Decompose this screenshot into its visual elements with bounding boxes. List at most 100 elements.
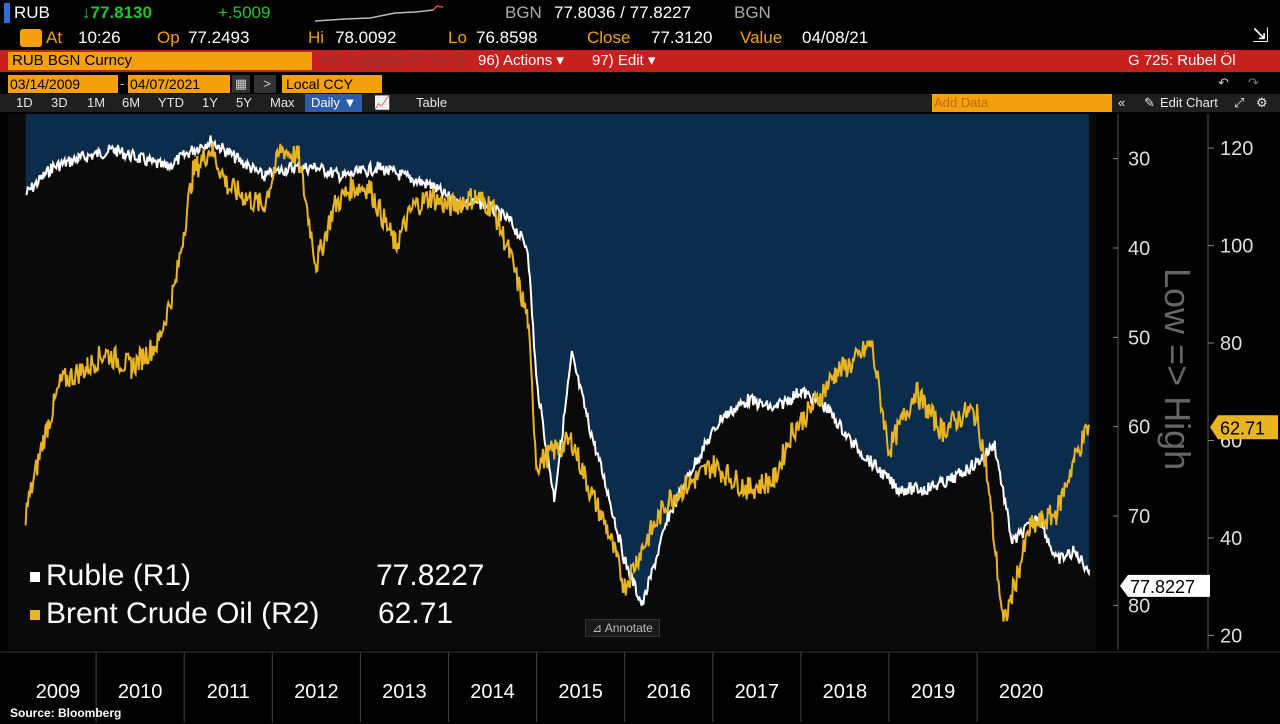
period-1m[interactable]: 1M bbox=[87, 95, 106, 110]
lo-label: Lo bbox=[448, 28, 467, 47]
inner-tick-label: 50 bbox=[1128, 327, 1150, 349]
ruble-last-tag bbox=[1120, 574, 1210, 597]
ruble-line bbox=[25, 135, 1090, 607]
command-bar: RUB BGN Curncy 94) Suggested Charts 96) … bbox=[0, 50, 1280, 72]
actions-menu[interactable]: 96) Actions ▾ bbox=[478, 52, 564, 69]
period-toolbar: 1D 3D 1M 6M YTD 1Y 5Y Max Daily ▼ 📈 Tabl… bbox=[0, 94, 1280, 112]
line-chart-icon[interactable]: 📈 bbox=[374, 95, 391, 110]
gauge-icon[interactable] bbox=[20, 29, 42, 47]
chart-name: G 725: Rubel Öl bbox=[1128, 52, 1236, 69]
inner-tick-label: 60 bbox=[1128, 417, 1150, 439]
legend-swatch-ruble bbox=[30, 572, 40, 583]
chart: 2009 2010 2011 2012 2013 2014 2015 2016 2017 2018… bbox=[0, 114, 1280, 722]
outer-tick-label: 20 bbox=[1220, 625, 1242, 647]
collapse-icon[interactable]: « bbox=[1118, 95, 1126, 110]
expand-icon[interactable]: ⤢ bbox=[1234, 95, 1245, 110]
x-tick-label: 2014 bbox=[470, 681, 515, 703]
at-label: At bbox=[46, 28, 63, 47]
ticker: RUB bbox=[14, 3, 50, 22]
period-1d[interactable]: 1D bbox=[16, 95, 33, 110]
oil-last-tag bbox=[1210, 415, 1278, 440]
pencil-icon[interactable]: ✎ bbox=[1144, 95, 1155, 110]
oil-last-tag-label: 62.71 bbox=[1220, 418, 1265, 438]
bgn-label: BGN bbox=[505, 3, 542, 22]
op-value: 77.2493 bbox=[188, 28, 250, 47]
date-bar: 03/14/2009 - 04/07/2021 ▦ < > Local CCY … bbox=[0, 74, 1280, 94]
inner-tick-label: 30 bbox=[1128, 149, 1150, 171]
session-line: At 10:26 Op 77.2493 Hi 78.0092 Lo 76.859… bbox=[0, 26, 1280, 50]
bgn-label-2: BGN bbox=[734, 3, 771, 22]
x-tick-label: 2018 bbox=[823, 681, 868, 703]
annotate-button[interactable]: ⊿ Annotate bbox=[585, 619, 660, 637]
sparkline-icon bbox=[315, 5, 444, 22]
annotate-label: Annotate bbox=[604, 621, 653, 635]
lo-value: 76.8598 bbox=[476, 28, 538, 47]
oil-line bbox=[24, 142, 1090, 622]
at-time: 10:26 bbox=[78, 28, 121, 47]
redo-icon[interactable]: ↷ bbox=[1248, 75, 1259, 90]
x-tick-label: 2013 bbox=[382, 681, 427, 703]
x-tick-label: 2015 bbox=[558, 681, 603, 703]
close-label: Close bbox=[587, 28, 631, 47]
end-date-input[interactable]: 04/07/2021 bbox=[128, 75, 230, 93]
legend-oil-value: 62.71 bbox=[378, 597, 454, 630]
legend-oil-name: Brent Crude Oil (R2) bbox=[46, 597, 320, 630]
op-label: Op bbox=[157, 28, 180, 47]
outer-tick-label: 80 bbox=[1220, 333, 1242, 355]
date-separator: - bbox=[120, 76, 125, 91]
x-tick-label: 2020 bbox=[999, 681, 1044, 703]
period-max[interactable]: Max bbox=[270, 95, 295, 110]
start-date-input[interactable]: 03/14/2009 bbox=[8, 75, 118, 93]
x-tick-label: 2012 bbox=[294, 681, 339, 703]
inner-tick-label: 80 bbox=[1128, 595, 1150, 617]
undo-icon[interactable]: ↶ bbox=[1218, 75, 1229, 90]
hi-value: 78.0092 bbox=[335, 28, 397, 47]
close-value: 77.3120 bbox=[651, 28, 713, 47]
calendar-icon[interactable]: ▦ bbox=[232, 75, 250, 93]
legend-ruble: Ruble (R1) bbox=[30, 558, 191, 594]
ticker-marker bbox=[4, 3, 10, 23]
value-date: 04/08/21 bbox=[802, 28, 869, 47]
frequency-select[interactable]: Daily ▼ bbox=[305, 94, 363, 112]
popout-icon[interactable]: ⇲ bbox=[1252, 25, 1269, 47]
quote-line: RUB ↓77.8130 +.5009 BGN 77.8036 / 77.822… bbox=[0, 0, 1280, 26]
value-label: Value bbox=[740, 28, 783, 47]
x-tick-label: 2010 bbox=[118, 681, 163, 703]
security-field[interactable]: RUB BGN Curncy bbox=[8, 52, 312, 70]
edit-menu[interactable]: 97) Edit ▾ bbox=[592, 52, 656, 69]
legend-ruble-value: 77.8227 bbox=[376, 559, 485, 592]
source-note: Source: Bloomberg bbox=[10, 706, 122, 720]
period-ytd[interactable]: YTD bbox=[158, 95, 184, 110]
inner-tick-label: 70 bbox=[1128, 506, 1150, 528]
currency-select[interactable]: Local CCY bbox=[282, 75, 382, 93]
legend-oil: Brent Crude Oil (R2) bbox=[30, 596, 319, 632]
next-period-icon[interactable]: > bbox=[258, 75, 276, 93]
suggested-charts-button[interactable]: 94) Suggested Charts bbox=[320, 52, 466, 69]
x-tick-label: 2019 bbox=[911, 681, 956, 703]
legend-swatch-oil bbox=[30, 610, 40, 621]
outer-tick-label: 100 bbox=[1220, 236, 1253, 258]
edit-chart-button[interactable]: Edit Chart bbox=[1160, 95, 1218, 110]
legend-ruble-name: Ruble (R1) bbox=[46, 559, 192, 592]
add-data-input[interactable]: Add Data bbox=[932, 94, 1112, 112]
period-5y[interactable]: 5Y bbox=[236, 95, 252, 110]
period-1y[interactable]: 1Y bbox=[202, 95, 218, 110]
inner-tick-label: 40 bbox=[1128, 238, 1150, 260]
bid-ask: 77.8036 / 77.8227 bbox=[554, 3, 692, 22]
period-3d[interactable]: 3D bbox=[51, 95, 68, 110]
period-6m[interactable]: 6M bbox=[122, 95, 141, 110]
ruble-band bbox=[25, 114, 1090, 606]
change-value: +.5009 bbox=[218, 3, 271, 22]
x-tick-label: 2011 bbox=[207, 681, 250, 703]
outer-tick-label: 120 bbox=[1220, 138, 1253, 160]
x-tick-label: 2009 bbox=[36, 681, 81, 703]
x-tick-label: 2017 bbox=[735, 681, 780, 703]
gear-icon[interactable]: ⚙ bbox=[1256, 95, 1268, 110]
hi-label: Hi bbox=[308, 28, 325, 47]
last-price: ↓77.8130 bbox=[82, 3, 152, 22]
x-tick-label: 2016 bbox=[646, 681, 691, 703]
table-button[interactable]: Table bbox=[416, 95, 448, 110]
ruble-last-tag-label: 77.8227 bbox=[1130, 577, 1195, 597]
axis-direction-label: Low => High bbox=[1157, 268, 1198, 471]
outer-tick-label: 40 bbox=[1220, 528, 1242, 550]
